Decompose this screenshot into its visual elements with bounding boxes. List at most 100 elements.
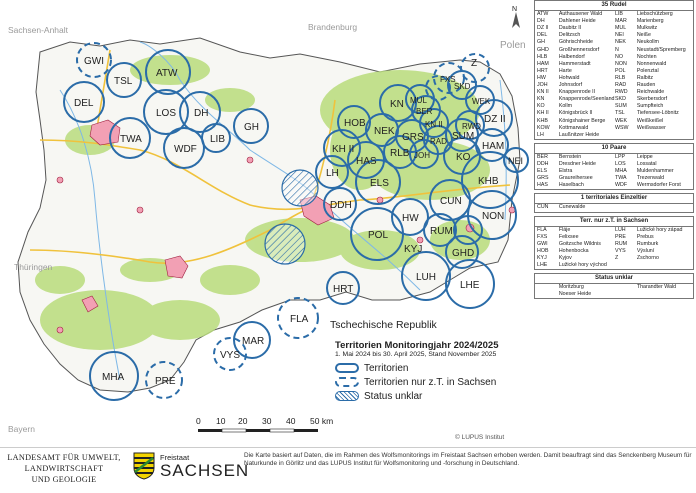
zwickau-city: [81, 295, 99, 313]
abbreviation-cell: [615, 284, 637, 291]
tl-els: ELS: [370, 178, 389, 189]
legend-label-solid: Territorien: [364, 362, 409, 374]
table-header: Terr. nur z.T. in Sachsen: [535, 217, 693, 227]
abbreviation-cell: WDF: [615, 182, 628, 189]
territory-ko: [443, 137, 481, 175]
abbreviation-cell: HAS: [537, 182, 548, 189]
tl-kyj: KYJ: [404, 244, 422, 255]
hatch-swatch: [335, 391, 359, 401]
name-cell: Nonnenwald: [636, 60, 667, 67]
scale-tick-30: 30: [262, 416, 272, 426]
scale-bar: 0 10 20 30 40 50 km: [196, 414, 346, 442]
table-row: DZ II Daubitz II MUL Mulkwitz: [535, 25, 693, 32]
abbreviation-cell: DEL: [537, 32, 548, 39]
abbreviation-cell: BER: [537, 153, 548, 160]
territory-sum: [445, 118, 479, 152]
wolf-territory-map: Sachsen-Anhalt Brandenburg Polen Thüring…: [8, 6, 529, 434]
label-tschechien: Tschechische Republik: [330, 319, 438, 331]
agency-line-1: LANDESAMT FÜR UMWELT,: [7, 453, 121, 462]
name-cell: Laußnitzer Heide: [558, 131, 600, 138]
tl-ddh: DDH: [330, 200, 352, 211]
abbreviation-cell: ATW: [537, 11, 549, 18]
tl-kh2: KH II: [332, 144, 354, 155]
table-row: ATW Authausener Wald LIB Liebschützberg: [535, 11, 693, 18]
table-row: LHE Lužické hory východ: [535, 262, 693, 269]
territory-lhe: [445, 259, 495, 309]
table-row: HOB Hohenbocka VYS Výsluní: [535, 248, 693, 255]
abbreviation-cell: DZ II: [537, 25, 549, 32]
name-cell: Elstra: [558, 168, 573, 175]
name-cell: Königsbrück II: [558, 110, 593, 117]
scale-tick-10: 10: [216, 416, 226, 426]
name-cell: Skerbersdorf: [636, 96, 668, 103]
name-cell: Hohwald: [558, 74, 580, 81]
name-cell: Marienberg: [636, 18, 664, 25]
abbreviation-cell: LUH: [615, 226, 626, 233]
name-cell: Fláje: [558, 226, 571, 233]
name-cell: Tiefensee-Löbnitz: [636, 110, 679, 117]
tl-nei: NEI: [508, 156, 523, 166]
legend-item-hatch: Status unklar: [335, 389, 530, 403]
territory-rum: [423, 213, 457, 247]
name-cell: Wermsdorfer Forst: [636, 182, 681, 189]
name-cell: Halbendorf: [558, 53, 585, 60]
tl-lh: LH: [326, 168, 339, 179]
territory-dh: [179, 91, 221, 133]
abbreviation-cell: DDH: [537, 160, 549, 167]
territory-tsl: [106, 62, 142, 98]
territory-gwi: [76, 42, 112, 78]
territory-kh2: [323, 129, 361, 167]
tl-rad: RAD: [430, 137, 447, 146]
table-row: HAM Hammerstadt NON Nonnenwald: [535, 61, 693, 68]
dashed-territory-swatch: [335, 377, 359, 387]
abbreviation-cell: [615, 291, 637, 298]
abbreviation-cell: SUM: [615, 103, 627, 110]
tl-ber: BER: [416, 107, 433, 116]
abbreviation-cell: WSW: [615, 124, 629, 131]
tl-rwd: RWD: [462, 122, 481, 131]
legend-subtitle: 1. Mai 2024 bis 30. April 2025, Stand No…: [335, 351, 497, 358]
name-cell: Dahlener Heide: [558, 18, 596, 25]
tl-luh: LUH: [416, 272, 436, 283]
copyright-notice: © LUPUS Institut: [455, 434, 505, 441]
abbreviation-cell: PRE: [615, 233, 626, 240]
abbreviation-cell: KOW: [537, 124, 550, 131]
saxony-coat-of-arms-icon: [133, 452, 155, 480]
name-cell: Knappenrode/Seenland: [558, 96, 615, 103]
label-brandenburg: Brandenburg: [308, 22, 357, 32]
tl-ko: KO: [456, 152, 471, 163]
territory-labels: ATW TSL DEL LOS DH TWA WDF LIB GH NEK HO…: [74, 56, 523, 387]
tl-grs: GRS: [402, 132, 424, 143]
name-cell: Prebus: [636, 233, 654, 240]
name-cell: Bernstein: [558, 153, 582, 160]
table-row: ELS Elstra MHA Muldenhammer: [535, 168, 693, 175]
territory-wdf: [163, 127, 205, 169]
tl-lhe: LHE: [460, 280, 480, 291]
status-unclear-tharandter-wald: [264, 223, 306, 265]
table-row: DH Dahlener Heide MAR Marienberg: [535, 18, 693, 25]
tl-nek: NEK: [374, 126, 395, 137]
abbreviation-cell: ELS: [537, 168, 548, 175]
table-header: 35 Rudel: [535, 1, 693, 12]
abbreviation-cell: FXS: [537, 233, 548, 240]
label-thueringen: Thüringen: [14, 262, 53, 272]
name-cell: Lossatal: [636, 160, 657, 167]
territory-lh: [315, 155, 349, 189]
table-row: GH Göhrischheide NEK Neukollm: [535, 39, 693, 46]
name-cell: Rauden: [636, 82, 656, 89]
table-row: HW Hohwald RLB Ralbitz: [535, 75, 693, 82]
territory-nek: [365, 113, 399, 147]
north-arrow-icon: N: [512, 6, 520, 28]
abbreviation-cell: FLA: [537, 226, 547, 233]
name-cell: Polenztal: [636, 67, 659, 74]
tl-dh: DH: [194, 108, 208, 119]
abbreviation-cell: KHB: [537, 117, 548, 124]
agency-line-3: UND GEOLOGIE: [31, 475, 97, 484]
name-cell: Výsluní: [636, 247, 655, 254]
legend-title: Territorien Monitoringjahr 2024/2025: [335, 340, 499, 351]
name-cell: Felixsee: [558, 233, 579, 240]
name-cell: Sumpfteich: [636, 103, 664, 110]
map-canvas: Sachsen-Anhalt Brandenburg Polen Thüring…: [8, 6, 529, 434]
name-cell: Knappenrode II: [558, 89, 596, 96]
tl-wdf: WDF: [174, 144, 197, 155]
